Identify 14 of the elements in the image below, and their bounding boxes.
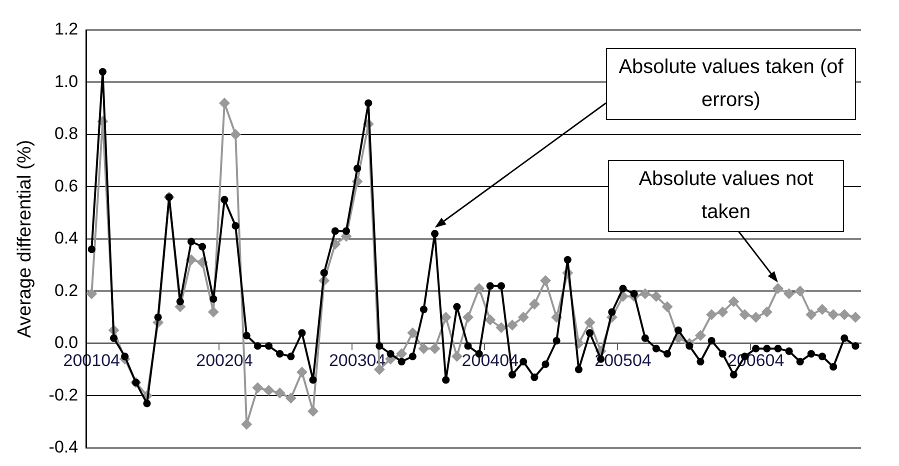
- y-tick-label: 0.4: [54, 228, 78, 248]
- annotation: Absolute values taken (of errors): [606, 48, 856, 120]
- y-axis-title: Average differential (%): [14, 140, 36, 338]
- y-tick-label: 1.0: [54, 72, 78, 91]
- y-tick-label: 0.2: [54, 280, 78, 300]
- y-tick-label: 0.6: [54, 176, 78, 196]
- y-tick-label: 0.8: [54, 124, 78, 144]
- y-tick-label: 1.2: [54, 20, 78, 39]
- y-tick-label: -0.2: [48, 385, 78, 404]
- x-tick-label: 200304: [328, 351, 386, 370]
- y-tick-label: -0.4: [48, 437, 78, 456]
- x-tick-label: 200204: [196, 351, 253, 370]
- annotation: Absolute values not taken: [608, 160, 844, 232]
- y-tick-label: 0.0: [54, 333, 78, 352]
